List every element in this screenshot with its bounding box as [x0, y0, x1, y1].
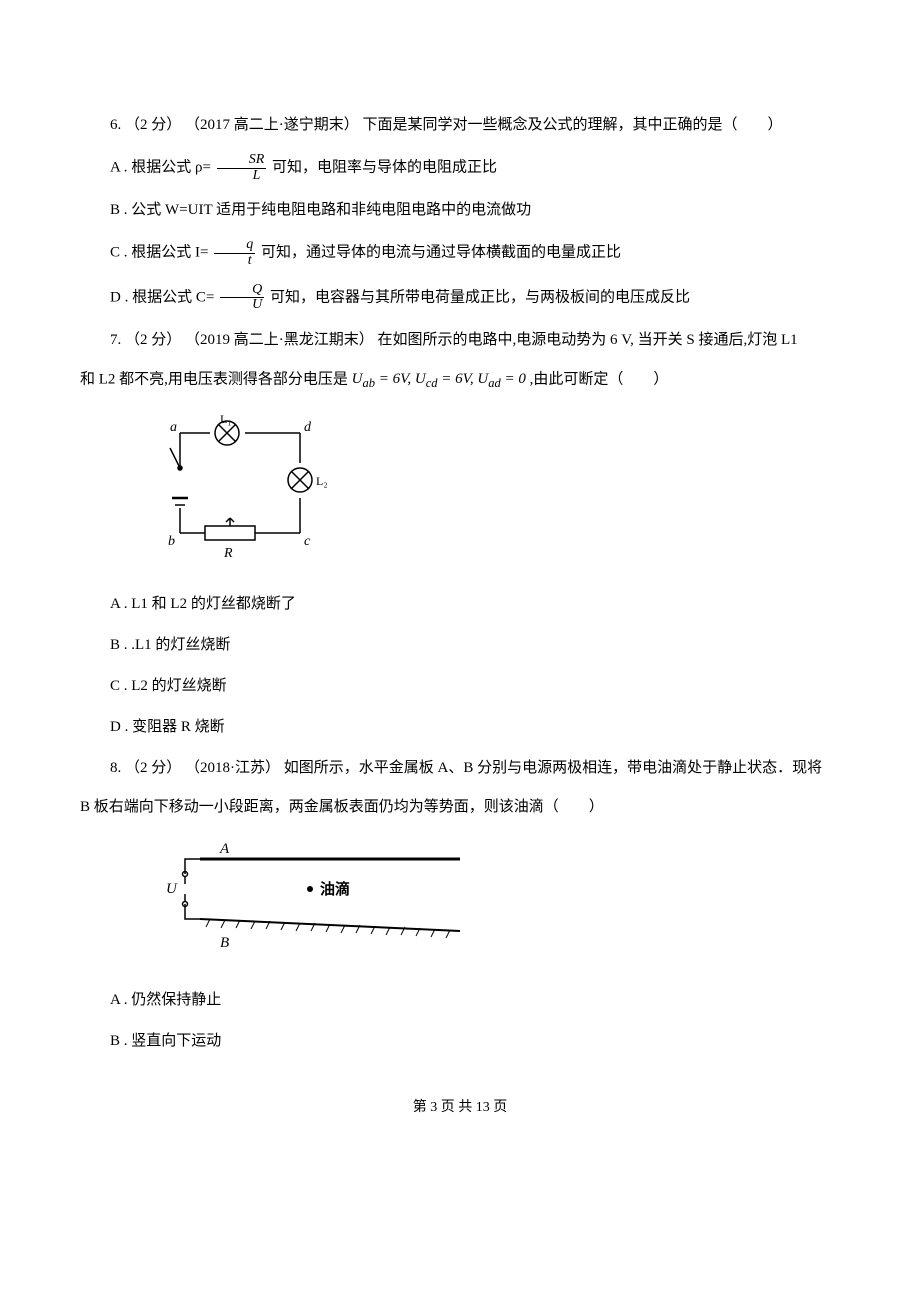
- frac-den: L: [217, 169, 267, 184]
- svg-text:L₁: L₁: [220, 413, 232, 426]
- q7-opt-b: B . .L1 的灯丝烧断: [80, 632, 840, 659]
- q7-l2-post: ,由此可断定（ ）: [530, 372, 669, 388]
- fraction-q-t: q t: [214, 238, 255, 268]
- page-content: 6. （2 分） （2017 高二上·遂宁期末） 下面是某同学对一些概念及公式的…: [0, 0, 920, 1160]
- q6-opt-b: B . 公式 W=UIT 适用于纯电阻电路和非纯电阻电路中的电流做功: [80, 197, 840, 224]
- q7-opt-c: C . L2 的灯丝烧断: [80, 673, 840, 700]
- page-footer: 第 3 页 共 13 页: [80, 1095, 840, 1120]
- plates-svg: A B U 油滴: [160, 839, 470, 959]
- frac-num: q: [214, 238, 255, 254]
- q8-stem-line2: B 板右端向下移动一小段距离，两金属板表面仍均为等势面，则该油滴（ ）: [80, 794, 840, 821]
- q7-opt-a: A . L1 和 L2 的灯丝都烧断了: [80, 591, 840, 618]
- q6-opt-a: A . 根据公式 ρ= SR L 可知，电阻率与导体的电阻成正比: [80, 153, 840, 183]
- q7-stem-line1: 7. （2 分） （2019 高二上·黑龙江期末） 在如图所示的电路中,电源电动…: [80, 327, 840, 354]
- circuit-svg: a d b c L₁ L₂ R: [160, 413, 330, 563]
- svg-text:c: c: [304, 534, 311, 549]
- frac-den: t: [214, 254, 255, 269]
- svg-text:U: U: [166, 881, 178, 897]
- q6-opt-d: D . 根据公式 C= Q U 可知，电容器与其所带电荷量成正比，与两极板间的电…: [80, 283, 840, 313]
- svg-text:d: d: [304, 420, 312, 435]
- q7-l2-pre: 和 L2 都不亮,用电压表测得各部分电压是: [80, 372, 352, 388]
- q7-circuit-figure: a d b c L₁ L₂ R: [160, 413, 840, 573]
- frac-num: SR: [217, 153, 267, 169]
- q8-figure: A B U 油滴: [160, 839, 840, 969]
- svg-text:A: A: [219, 841, 230, 857]
- q6-opt-c: C . 根据公式 I= q t 可知，通过导体的电流与通过导体横截面的电量成正比: [80, 238, 840, 268]
- q8-stem-line1: 8. （2 分） （2018·江苏） 如图所示，水平金属板 A、B 分别与电源两…: [80, 755, 840, 782]
- q6-d-pre: D . 根据公式 C=: [110, 289, 218, 305]
- q6-a-post: 可知，电阻率与导体的电阻成正比: [272, 160, 497, 176]
- svg-text:a: a: [170, 420, 177, 435]
- voltage-formula: Uab = 6V, Ucd = 6V, Uad = 0: [352, 366, 526, 395]
- frac-den: U: [220, 298, 264, 313]
- q7-stem-line2: 和 L2 都不亮,用电压表测得各部分电压是 Uab = 6V, Ucd = 6V…: [80, 366, 840, 395]
- svg-text:B: B: [220, 935, 229, 951]
- fraction-sr-l: SR L: [217, 153, 267, 183]
- q6-c-pre: C . 根据公式 I=: [110, 245, 212, 261]
- q6-a-pre: A . 根据公式 ρ=: [110, 160, 215, 176]
- svg-text:R: R: [223, 546, 233, 561]
- svg-text:油滴: 油滴: [320, 880, 350, 898]
- q6-c-post: 可知，通过导体的电流与通过导体横截面的电量成正比: [261, 245, 621, 261]
- q8-opt-b: B . 竖直向下运动: [80, 1028, 840, 1055]
- q6-stem: 6. （2 分） （2017 高二上·遂宁期末） 下面是某同学对一些概念及公式的…: [80, 112, 840, 139]
- q8-opt-a: A . 仍然保持静止: [80, 987, 840, 1014]
- fraction-Q-U: Q U: [220, 283, 264, 313]
- q6-d-post: 可知，电容器与其所带电荷量成正比，与两极板间的电压成反比: [270, 289, 690, 305]
- svg-text:b: b: [168, 534, 175, 549]
- frac-num: Q: [220, 283, 264, 299]
- svg-text:L₂: L₂: [316, 474, 328, 488]
- q7-opt-d: D . 变阻器 R 烧断: [80, 714, 840, 741]
